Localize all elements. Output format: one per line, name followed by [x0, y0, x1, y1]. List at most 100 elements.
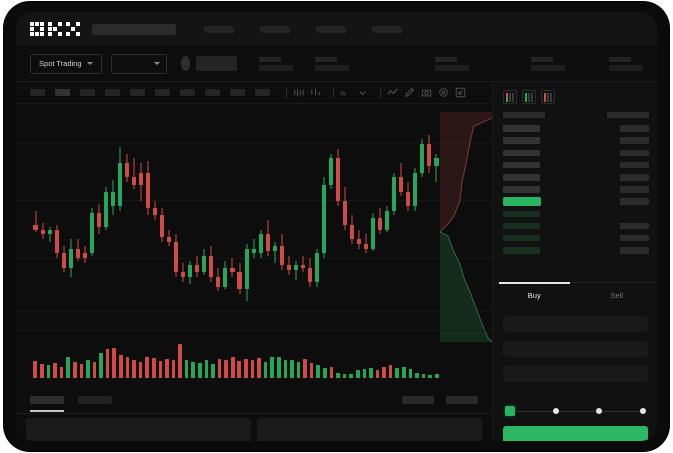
orderbook-list[interactable]: [493, 110, 657, 255]
candle-body: [181, 272, 186, 278]
trading-pair-select[interactable]: [110, 53, 168, 74]
candle-body: [427, 144, 432, 166]
bid-row-2[interactable]: [503, 222, 649, 231]
fullscreen-icon[interactable]: [455, 87, 466, 98]
ask-row-1[interactable]: [503, 124, 649, 133]
order-price-field[interactable]: [503, 316, 648, 332]
candle: [174, 234, 179, 278]
camera-icon[interactable]: [421, 87, 432, 98]
line-chart-icon[interactable]: [387, 87, 398, 98]
orders-tab-bar: [16, 386, 492, 414]
app-screen: Spot Trading: [16, 12, 657, 441]
brush-icon[interactable]: [404, 87, 415, 98]
timeframe-7[interactable]: [180, 89, 195, 96]
stat-value: [435, 64, 469, 71]
price-chart[interactable]: [16, 104, 492, 330]
volume-bar: [53, 363, 57, 378]
orderbook-mode-both-icon[interactable]: [503, 90, 517, 104]
chevron-down-icon[interactable]: [357, 87, 368, 98]
volume-bar: [105, 349, 110, 378]
stat-low-24h: [531, 56, 565, 71]
volume-bar: [230, 357, 235, 378]
timeframe-6[interactable]: [155, 89, 170, 96]
nav-item-2[interactable]: [260, 25, 290, 33]
volume-bar: [99, 352, 103, 378]
app-header: [16, 12, 657, 46]
bottom-panel-left[interactable]: [26, 418, 251, 441]
bottom-action-2[interactable]: [446, 395, 478, 404]
candle-body: [188, 265, 193, 278]
chart-style-icon[interactable]: [310, 87, 321, 98]
bid-row-3[interactable]: [503, 234, 649, 243]
stepper-track: [513, 411, 644, 412]
step-4[interactable]: [640, 408, 647, 414]
tab-buy-label: Buy: [527, 291, 541, 300]
buy-sell-tabs: Buy Sell: [493, 282, 657, 308]
timeframe-10[interactable]: [255, 89, 270, 96]
volume-bar: [355, 369, 360, 378]
nav-item-3[interactable]: [316, 25, 346, 33]
indicators-icon[interactable]: fx: [340, 87, 351, 98]
ask-row-2[interactable]: [503, 136, 649, 145]
settings-gear-icon[interactable]: [438, 87, 449, 98]
step-1[interactable]: [505, 406, 515, 416]
candle-body: [364, 243, 369, 249]
ask-row-6[interactable]: [503, 185, 649, 194]
step-3[interactable]: [596, 408, 603, 414]
bottom-action-1[interactable]: [402, 395, 434, 404]
candle-body: [209, 255, 214, 278]
tab-order-history[interactable]: [78, 395, 112, 404]
volume-bar: [79, 363, 84, 378]
timeframe-2[interactable]: [55, 89, 70, 96]
orderbook-mode-bids-icon[interactable]: [522, 90, 536, 104]
candle-body: [75, 248, 80, 259]
candle: [82, 246, 87, 263]
ask-row-5[interactable]: [503, 173, 649, 182]
market-type-select[interactable]: Spot Trading: [30, 53, 102, 74]
timeframe-9[interactable]: [230, 89, 245, 96]
candlestick-type-icon[interactable]: [293, 87, 304, 98]
bid-row-1[interactable]: [503, 209, 649, 218]
amount-percent-stepper[interactable]: [493, 400, 657, 422]
candle: [117, 146, 122, 211]
tab-buy[interactable]: Buy: [493, 282, 576, 308]
step-2[interactable]: [552, 408, 559, 414]
bid-price: [503, 247, 540, 254]
candle-body: [279, 246, 284, 266]
volume-bar: [257, 358, 261, 378]
candle-body: [131, 177, 137, 185]
timeframe-8[interactable]: [205, 89, 220, 96]
nav-item-4[interactable]: [372, 25, 402, 33]
candle: [54, 224, 59, 259]
timeframe-5[interactable]: [130, 89, 145, 96]
mid-price-row[interactable]: [503, 197, 649, 207]
bottom-panel-right[interactable]: [257, 418, 482, 441]
market-type-label: Spot Trading: [39, 59, 82, 68]
stat-change-24h: [315, 56, 349, 71]
okx-logo-icon[interactable]: [30, 22, 80, 36]
order-total-field[interactable]: [503, 366, 648, 382]
order-amount-field[interactable]: [503, 341, 648, 357]
tab-sell[interactable]: Sell: [576, 283, 658, 308]
volume-bar: [369, 368, 373, 378]
volume-bar: [323, 367, 327, 378]
candle: [89, 208, 94, 256]
timeframe-4[interactable]: [105, 89, 120, 96]
tab-open-orders[interactable]: [30, 395, 64, 412]
timeframe-1[interactable]: [30, 89, 45, 96]
volume-bar: [388, 365, 393, 378]
ask-row-4[interactable]: [503, 161, 649, 170]
bid-row-4[interactable]: [503, 246, 649, 255]
mid-price-value: [503, 197, 541, 207]
search-input[interactable]: [92, 23, 176, 35]
orderbook-mode-asks-icon[interactable]: [541, 90, 555, 104]
place-order-button[interactable]: [503, 426, 648, 441]
candle-body: [167, 236, 172, 242]
candle-body: [202, 255, 207, 273]
ask-row-3[interactable]: [503, 148, 649, 157]
candle-body: [96, 213, 101, 228]
candle-wick: [35, 210, 36, 233]
stat-value: [315, 64, 349, 71]
timeframe-3[interactable]: [80, 89, 95, 96]
nav-item-1[interactable]: [204, 25, 234, 33]
